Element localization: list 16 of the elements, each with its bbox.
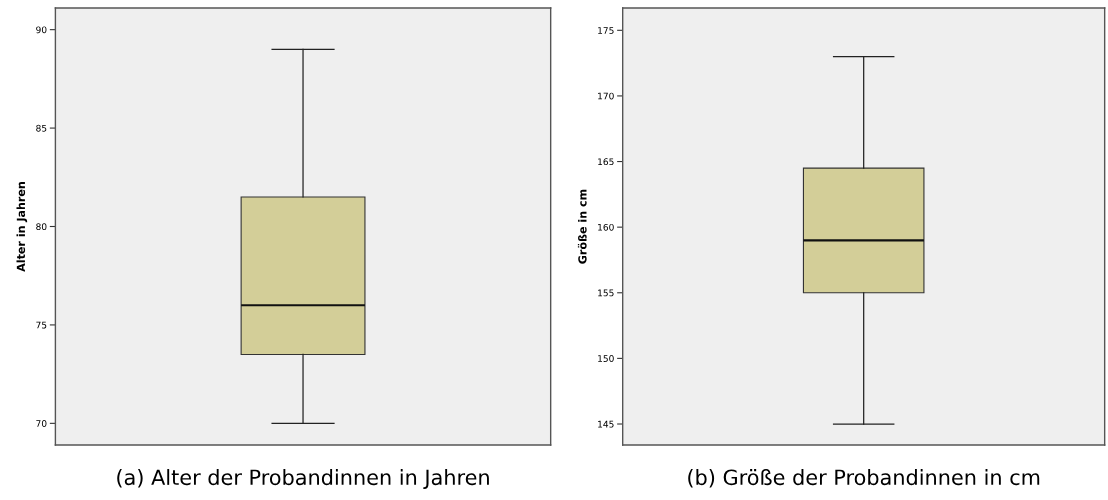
y-tick-label: 150 (598, 355, 614, 362)
y-tick-label: 80 (36, 223, 47, 231)
y-tick-label: 70 (36, 420, 47, 427)
y-axis-title: Alter in Jahren (16, 182, 28, 272)
y-tick-label: 160 (598, 223, 614, 231)
y-tick-label: 155 (598, 289, 614, 297)
y-tick-label: 85 (36, 124, 47, 132)
y-tick-label: 75 (36, 321, 47, 329)
y-tick-label: 170 (598, 92, 614, 100)
y-tick-label: 145 (598, 420, 614, 428)
text: (a) Alter der Probandinnen in Jahren (117, 469, 489, 490)
y-tick-label: 165 (598, 158, 614, 166)
y-tick-label: 175 (598, 27, 614, 34)
y-axis-title: Größe in cm (577, 189, 587, 264)
text: (b) Größe der Probandinnen in cm (688, 469, 1040, 488)
y-tick-label: 90 (36, 26, 47, 34)
